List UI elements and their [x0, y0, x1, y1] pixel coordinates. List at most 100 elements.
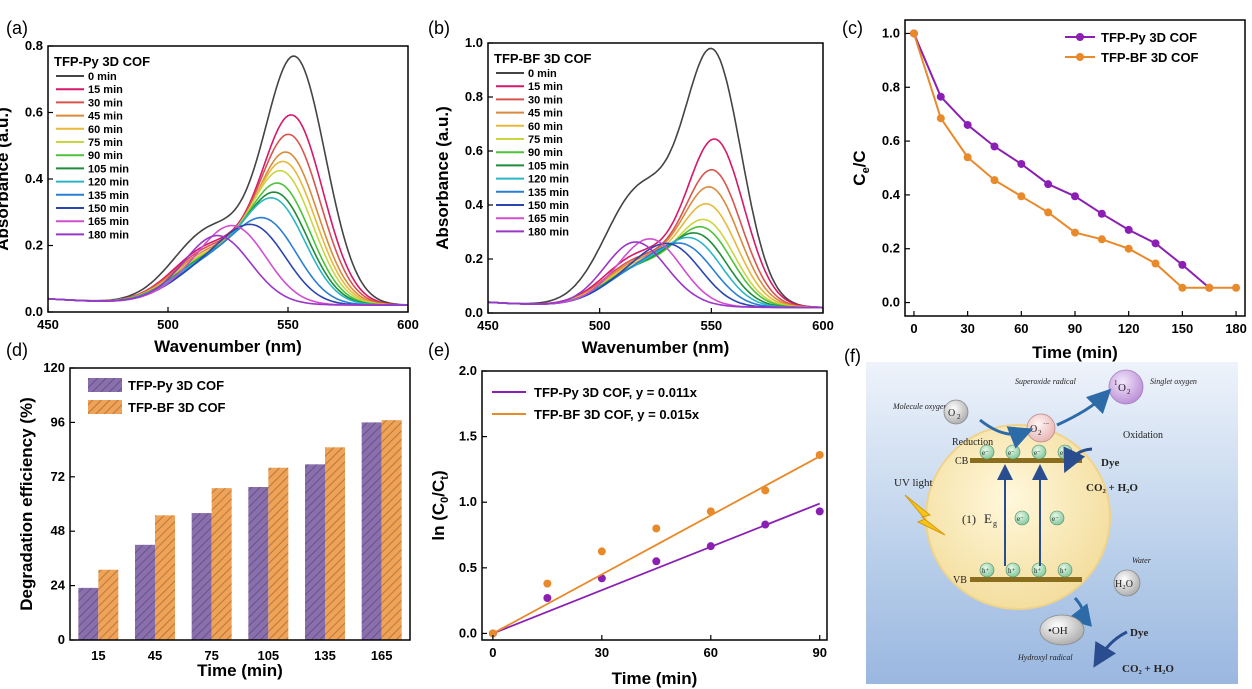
plot-frame	[69, 367, 411, 641]
legend-label: TFP-Py 3D COF, y = 0.011x	[534, 385, 698, 400]
data-point	[761, 520, 770, 529]
legend-label: TFP-Py 3D COF	[1101, 30, 1197, 45]
water-oxidation-arrow	[1066, 597, 1093, 627]
data-point	[990, 142, 999, 151]
y-axis-title-sub: e	[860, 167, 872, 173]
x-tick-label: 550	[277, 317, 299, 332]
plot-frame	[481, 370, 828, 641]
electron-icon	[1014, 510, 1030, 526]
data-point	[1097, 209, 1106, 218]
legend-label: 150 min	[528, 200, 569, 212]
x-tick-label: 500	[157, 317, 179, 332]
y-tick-label: 0.2	[465, 251, 483, 266]
y-axis-title-part: ln (C	[429, 503, 448, 541]
data-point	[1178, 260, 1187, 269]
spectrum-line-0-min	[488, 47, 823, 309]
bar-0-105	[248, 487, 269, 640]
valence-band-bar	[970, 577, 1082, 582]
legend-label: 60 min	[88, 124, 123, 136]
singlet-oxygen-label: Singlet oxygen	[1150, 377, 1197, 386]
legend-label: 180 min	[528, 226, 569, 238]
fit-line-1	[492, 455, 821, 635]
spectrum-line-180-min	[48, 234, 408, 306]
legend-label: TFP-Py 3D COF	[128, 378, 224, 393]
y-axis-title: Degradation efficiency (%)	[17, 397, 36, 611]
data-point	[1044, 208, 1053, 217]
y-tick-label: 0.4	[882, 187, 901, 202]
legend-label: 30 min	[88, 97, 123, 109]
legend-label: 135 min	[528, 187, 569, 199]
superoxide-sub: 2	[1038, 429, 1042, 437]
co2-h2o-top: CO₂ + H₂O	[1086, 482, 1138, 494]
data-point	[1124, 225, 1133, 234]
plot-frame	[487, 42, 824, 314]
oxidation-label: Oxidation	[1123, 430, 1163, 441]
y-tick-label: 1.5	[459, 429, 477, 444]
data-point	[761, 486, 770, 495]
x-tick-label: 60	[704, 645, 718, 660]
y-axis-title-part: 0	[439, 497, 451, 503]
y-axis-title: Ce/C	[850, 150, 872, 185]
co2-h2o-bottom: CO₂ + H₂O	[1122, 663, 1174, 675]
x-tick-label: 450	[37, 317, 59, 332]
legend-label: 75 min	[88, 137, 123, 149]
data-point	[543, 579, 552, 588]
data-point	[706, 542, 715, 551]
hole-label: h⁺	[1034, 567, 1042, 575]
legend-label: 15 min	[528, 81, 563, 93]
electron-label: e⁻	[1017, 515, 1024, 523]
hydroxyl-radical-label: Hydroxyl radical	[1017, 653, 1073, 662]
legend-label: 75 min	[528, 134, 563, 146]
legend-label: 60 min	[528, 121, 563, 133]
data-point	[652, 524, 661, 533]
y-tick-label: 2.0	[459, 363, 477, 378]
reduction-arrow	[979, 418, 1034, 449]
y-axis-title: Absorbance (a.u.)	[0, 107, 12, 251]
legend-marker	[1076, 33, 1084, 41]
electron-icon	[1031, 444, 1047, 460]
legend-label: 120 min	[528, 174, 569, 186]
electron-label: e⁻	[1052, 515, 1059, 523]
legend-label: 15 min	[88, 84, 123, 96]
molecule-oxygen-label: Molecule oxygen	[892, 402, 947, 411]
x-axis-title: Wavenumber (nm)	[582, 338, 730, 357]
x-tick-label: 500	[589, 318, 611, 333]
data-point	[936, 92, 945, 101]
data-point	[597, 547, 606, 556]
hole-label: h⁺	[982, 567, 990, 575]
hole-icon	[1057, 562, 1073, 578]
dye-label-bottom: Dye	[1130, 627, 1148, 639]
singlet-o: O	[1118, 382, 1126, 394]
y-tick-label: 0.4	[465, 197, 484, 212]
y-axis-title-main: C	[850, 173, 869, 185]
x-tick-label: 0	[489, 645, 496, 660]
y-axis-title-part: )	[429, 470, 448, 476]
data-point	[1124, 244, 1133, 253]
legend-marker	[1076, 53, 1084, 61]
y-tick-label: 0.6	[882, 133, 900, 148]
x-tick-label: 135	[314, 648, 336, 663]
y-tick-label: 0.2	[882, 241, 900, 256]
y-axis-title-tail: /C	[850, 150, 869, 167]
bar-0-75	[191, 513, 212, 640]
uv-light-label: UV light	[894, 477, 933, 489]
bar-0-135	[305, 464, 325, 640]
legend-label: 180 min	[88, 229, 129, 241]
dye-label-top: Dye	[1101, 457, 1119, 469]
data-point	[909, 29, 918, 38]
superoxide-label: O	[1030, 424, 1037, 435]
data-point	[706, 507, 715, 516]
x-axis-title: Wavenumber (nm)	[154, 337, 302, 356]
x-tick-label: 30	[595, 645, 609, 660]
electron-icon	[1049, 510, 1065, 526]
data-point	[1017, 159, 1026, 168]
x-tick-label: 120	[1118, 321, 1140, 336]
fit-line-0	[492, 502, 821, 635]
x-tick-label: 60	[1014, 321, 1028, 336]
panel-letter-e: (e)	[428, 340, 450, 360]
legend-label: 0 min	[528, 68, 557, 80]
x-tick-label: 180	[1225, 321, 1247, 336]
x-tick-label: 75	[204, 648, 218, 663]
y-tick-label: 24	[51, 578, 66, 593]
